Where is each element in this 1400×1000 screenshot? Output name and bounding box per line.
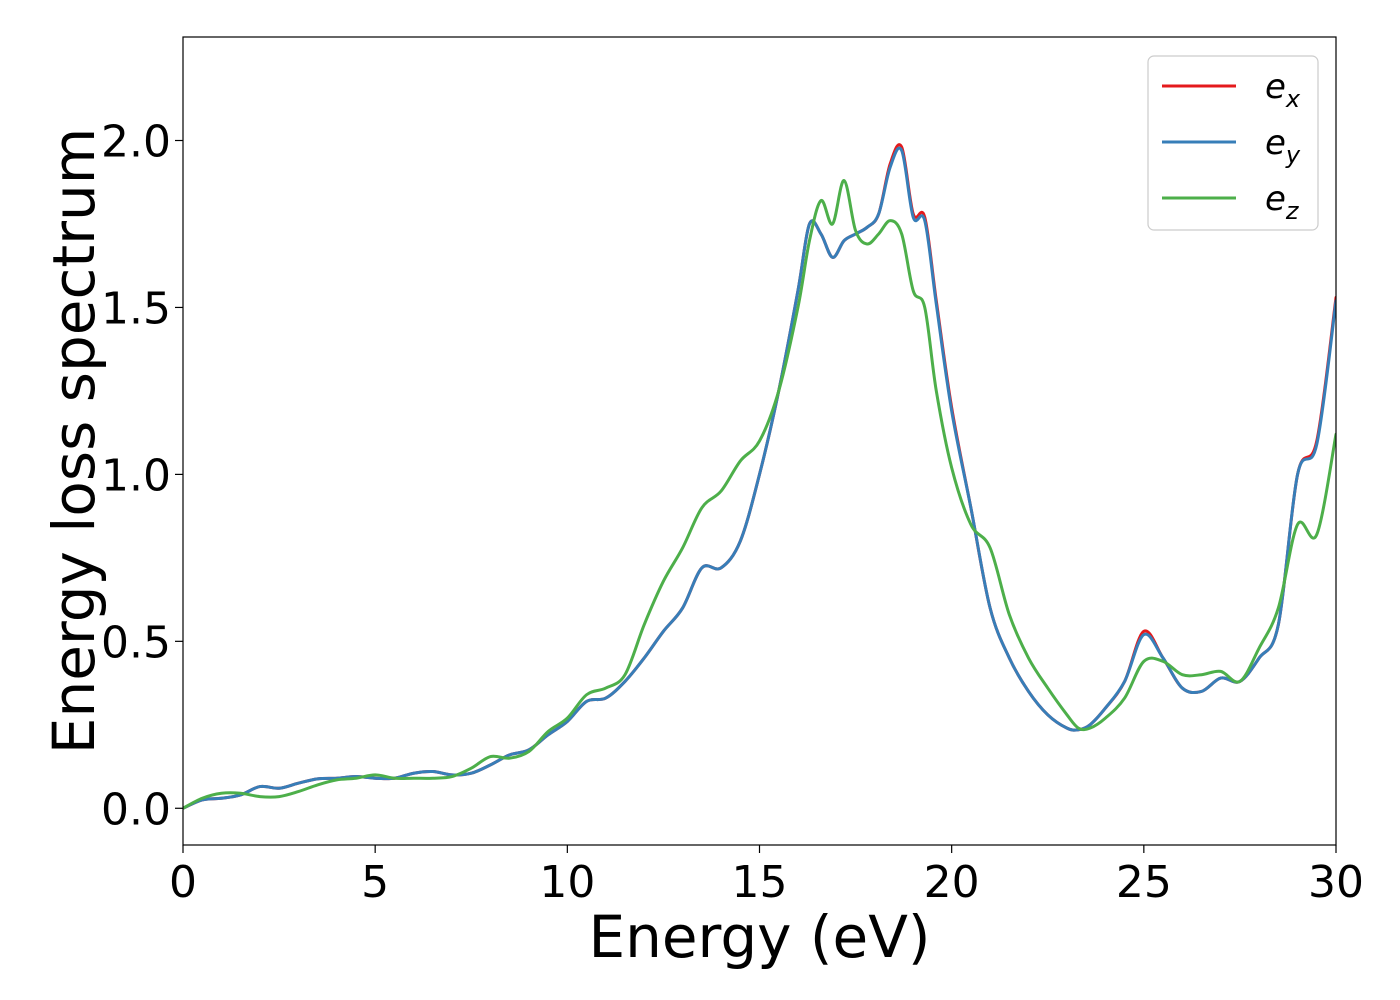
x-tick-label: 15	[732, 857, 788, 908]
legend-label-z: ez	[1265, 179, 1300, 225]
x-tick-label: 10	[539, 857, 595, 908]
legend: ex ey ez	[1147, 55, 1319, 231]
y-tick-label: 0.5	[101, 617, 171, 668]
x-tick-label: 0	[169, 857, 197, 908]
x-tick-label: 20	[924, 857, 980, 908]
x-tick-label: 5	[361, 857, 389, 908]
x-tick-label: 30	[1308, 857, 1364, 908]
series-line-y	[183, 146, 1336, 810]
legend-label-y: ey	[1265, 123, 1301, 169]
series-line-z	[183, 179, 1336, 810]
y-axis-ticks: 0.0 0.5 1.0 1.5 2.0	[101, 117, 183, 835]
y-axis-label: Energy loss spectrum	[40, 128, 108, 754]
legend-label-x: ex	[1265, 67, 1301, 113]
y-tick-label: 1.5	[101, 283, 171, 334]
x-axis-label: Energy (eV)	[588, 903, 930, 971]
plot-area	[183, 143, 1336, 810]
y-tick-label: 1.0	[101, 450, 171, 501]
x-axis-ticks: 0 5 10 15 20 25 30	[169, 845, 1364, 908]
x-tick-label: 25	[1116, 857, 1172, 908]
y-tick-label: 2.0	[101, 117, 171, 168]
plot-frame	[182, 36, 1337, 846]
y-tick-label: 0.0	[101, 784, 171, 835]
